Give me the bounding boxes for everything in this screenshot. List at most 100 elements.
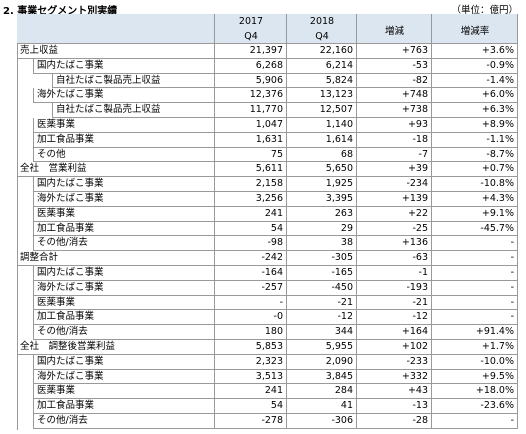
value-cell: 22,160 [287,44,357,59]
value-cell: -12 [287,310,357,326]
value-cell: - [215,295,287,311]
row-label: 全社 営業利益 [17,162,215,178]
value-cell: -18 [357,132,432,148]
row-label: その他/消去 [33,236,215,252]
value-cell: -25 [357,221,432,237]
value-cell: -21 [357,295,432,311]
value-cell: 54 [215,221,287,237]
title: 2. 事業セグメント別実績 [3,6,118,17]
row-label: 国内たばこ事業 [33,354,215,370]
value-cell: 54 [215,399,287,414]
value-cell: -28 [357,414,432,429]
value-cell: -7 [357,147,432,163]
value-cell: - [432,236,518,252]
value-cell: 284 [287,384,357,400]
value-cell: +93 [357,118,432,133]
value-cell: 6,268 [215,58,287,74]
value-cell: 241 [215,384,287,400]
value-cell: 68 [287,147,357,163]
value-cell: - [432,280,518,296]
unit: （単位：億円） [451,5,518,16]
row-label: 自社たばこ製品売上収益 [52,73,215,89]
row-label: その他 [33,147,215,163]
value-cell: - [432,310,518,326]
value-cell: +9.5% [432,369,518,385]
value-cell: -450 [287,280,357,296]
value-cell: 1,631 [215,132,287,148]
value-cell: 5,824 [287,73,357,89]
value-cell: - [432,295,518,311]
value-cell: 12,376 [215,88,287,104]
value-cell: 5,650 [287,162,357,178]
value-cell: - [432,251,518,266]
value-cell: 11,770 [215,103,287,118]
value-cell: -233 [357,354,432,370]
value-cell: 21,397 [215,44,287,59]
value-cell: -164 [215,266,287,281]
value-cell: 5,611 [215,162,287,178]
row-label: 海外たばこ事業 [33,192,215,207]
value-cell: +3.6% [432,44,518,59]
value-cell: -165 [287,266,357,281]
value-cell: +738 [357,103,432,118]
header-period: Q4 [244,31,258,42]
row-label: 加工食品事業 [33,221,215,237]
row-label: 国内たばこ事業 [33,266,215,281]
row-label: 海外たばこ事業 [33,88,215,104]
value-cell: -242 [215,251,287,266]
row-label: 海外たばこ事業 [33,280,215,296]
value-cell: -1.1% [432,132,518,148]
value-cell: 38 [287,236,357,252]
value-cell: 5,853 [215,340,287,355]
value-cell: 2,158 [215,177,287,192]
value-cell: +6.3% [432,103,518,118]
value-cell: 5,955 [287,340,357,355]
value-cell: 13,123 [287,88,357,104]
value-cell: 1,925 [287,177,357,192]
value-cell: -1 [357,266,432,281]
value-cell: +1.7% [432,340,518,355]
value-cell: +4.3% [432,192,518,207]
value-cell: 1,047 [215,118,287,133]
value-cell: 1,140 [287,118,357,133]
row-label: 加工食品事業 [33,132,215,148]
value-cell: +91.4% [432,325,518,340]
value-cell: 5,906 [215,73,287,89]
value-cell: -82 [357,73,432,89]
value-cell: -13 [357,399,432,414]
value-cell: 3,845 [287,369,357,385]
value-cell: 1,614 [287,132,357,148]
value-cell: -306 [287,414,357,429]
row-label: 医薬事業 [33,206,215,222]
value-cell: -1.4% [432,73,518,89]
value-cell: 3,395 [287,192,357,207]
value-cell: - [432,266,518,281]
value-cell: 3,513 [215,369,287,385]
value-cell: -63 [357,251,432,266]
value-cell: +18.0% [432,384,518,400]
value-cell: +748 [357,88,432,104]
value-cell: +102 [357,340,432,355]
header-cell [17,14,215,44]
value-cell: 2,090 [287,354,357,370]
value-cell: +39 [357,162,432,178]
row-label: 調整合計 [17,251,215,266]
header-cell [287,14,357,44]
header-period: Q4 [315,31,329,42]
row-label: 加工食品事業 [33,310,215,326]
value-cell: 263 [287,206,357,222]
value-cell: 75 [215,147,287,163]
header-year: 2018 [309,16,335,27]
value-cell: 12,507 [287,103,357,118]
row-label: 加工食品事業 [33,399,215,414]
value-cell: -278 [215,414,287,429]
value-cell: 344 [287,325,357,340]
header-label: 増減 [384,26,404,37]
value-cell: 6,214 [287,58,357,74]
value-cell: -0.9% [432,58,518,74]
value-cell: -53 [357,58,432,74]
header-cell [357,14,432,44]
row-label: その他/消去 [33,325,215,340]
value-cell: -8.7% [432,147,518,163]
